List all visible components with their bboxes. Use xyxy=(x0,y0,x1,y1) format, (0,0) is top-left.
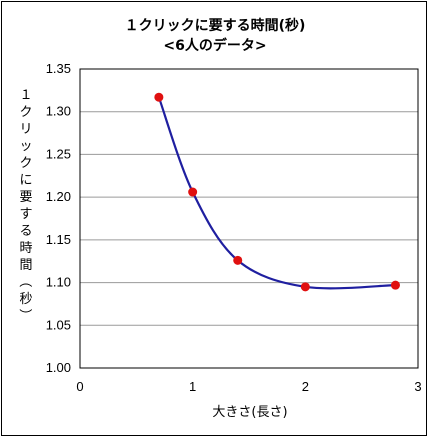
data-point xyxy=(390,280,400,290)
y-tick-label: 1.05 xyxy=(46,317,71,332)
y-tick-label: 1.25 xyxy=(46,146,71,161)
x-tick-labels: 0 1 2 3 xyxy=(76,379,421,394)
y-axis-label-char: ッ xyxy=(19,139,32,154)
y-axis-label-char: ク xyxy=(19,156,32,171)
y-axis-label-char: 間 xyxy=(19,258,32,273)
y-axis-label-char: 時 xyxy=(19,241,32,256)
y-axis-label-char: １ xyxy=(19,88,32,103)
data-point xyxy=(188,187,198,197)
y-axis-label-char: （ xyxy=(17,274,32,287)
y-axis-label-char: 秒 xyxy=(19,292,32,307)
y-tick-label: 1.10 xyxy=(46,275,71,290)
y-axis-label-char: ク xyxy=(19,105,32,120)
y-tick-labels: 1.35 1.30 1.25 1.20 1.15 1.10 1.05 1.00 xyxy=(46,61,71,375)
chart-subtitle: <6人のデータ> xyxy=(163,37,266,54)
y-tick-label: 1.30 xyxy=(46,104,71,119)
x-axis-label: 大きさ(長さ) xyxy=(212,405,287,420)
data-points xyxy=(154,92,400,292)
data-point xyxy=(300,282,310,292)
y-axis-label: １クリックに要する時間（秒） xyxy=(17,88,33,322)
y-axis-label-char: リ xyxy=(19,122,32,137)
chart-title: １クリックに要する時間(秒) xyxy=(125,17,306,34)
y-tick-label: 1.00 xyxy=(46,360,71,375)
x-tick-label: 1 xyxy=(189,379,196,394)
y-axis-label-char: ） xyxy=(17,308,32,321)
data-point xyxy=(154,92,164,102)
y-axis-label-char: す xyxy=(19,207,32,222)
y-axis-label-char: 要 xyxy=(19,190,32,205)
y-axis-label-char: に xyxy=(19,173,32,188)
y-tick-label: 1.35 xyxy=(46,61,71,76)
plot-area xyxy=(79,68,419,369)
y-axis-label-char: る xyxy=(19,224,32,239)
x-tick-label: 2 xyxy=(302,379,309,394)
y-tick-label: 1.20 xyxy=(46,189,71,204)
y-tick-label: 1.15 xyxy=(46,232,71,247)
gridlines xyxy=(80,111,418,326)
x-tick-label: 3 xyxy=(414,379,421,394)
data-point xyxy=(233,255,243,265)
x-tick-label: 0 xyxy=(76,379,83,394)
